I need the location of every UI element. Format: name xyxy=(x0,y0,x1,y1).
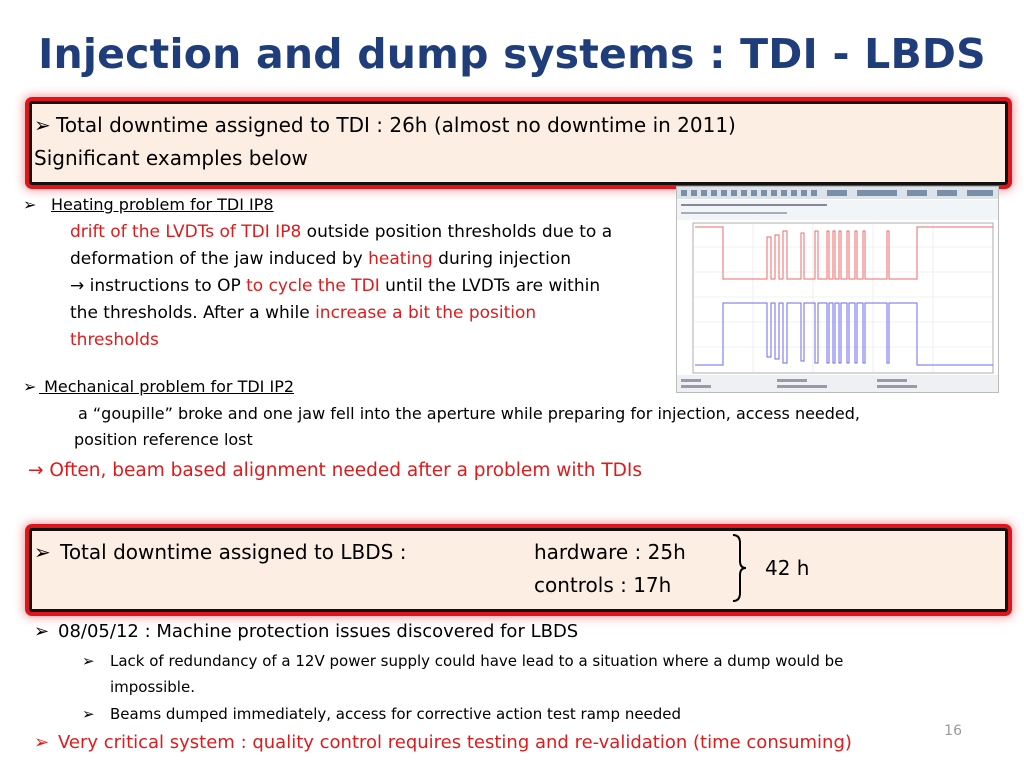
beam-alignment-note: → Often, beam based alignment needed aft… xyxy=(28,460,642,481)
tdi-downtime-line: ➢ Total downtime assigned to TDI : 26h (a… xyxy=(34,110,736,140)
lbds-subitem-1-cont: impossible. xyxy=(110,678,195,696)
slide-number: 16 xyxy=(944,723,962,739)
lbds-subitem-2: ➢ Beams dumped immediately, access for co… xyxy=(82,701,681,727)
lbds-hardware-value: hardware : 25h xyxy=(534,540,686,564)
critical-system-note: ➢ Very critical system : quality control … xyxy=(34,728,852,758)
heating-heading: ➢ Heating problem for TDI IP8 xyxy=(23,191,274,218)
heating-text: drift of the LVDTs of TDI IP8 outside po… xyxy=(70,222,613,350)
tdi-examples-line: Significant examples below xyxy=(34,146,308,170)
arrow-bullet-icon: ➢ xyxy=(23,377,37,396)
arrow-bullet-icon: ➢ xyxy=(34,113,51,137)
arrow-bullet-icon: ➢ xyxy=(82,652,95,670)
lbds-summary-box xyxy=(29,528,1008,612)
lbds-downtime-label: ➢ Total downtime assigned to LBDS : xyxy=(34,537,406,567)
lbds-subitem-1: ➢ Lack of redundancy of a 12V power suppl… xyxy=(82,648,843,674)
lbds-item-main: ➢ 08/05/12 : Machine protection issues di… xyxy=(34,618,578,645)
curly-brace-icon xyxy=(732,534,747,602)
mechanical-line1: a “goupille” broke and one jaw fell into… xyxy=(78,404,861,423)
lbds-total-value: 42 h xyxy=(765,556,810,580)
arrow-bullet-icon: ➢ xyxy=(82,705,95,723)
mechanical-heading: ➢ Mechanical problem for TDI IP2 xyxy=(23,373,294,400)
arrow-bullet-icon: ➢ xyxy=(34,540,51,564)
lvdt-plot-image xyxy=(676,186,999,393)
slide-title: Injection and dump systems : TDI - LBDS xyxy=(38,30,986,78)
mechanical-line2: position reference lost xyxy=(74,430,253,449)
arrow-bullet-icon: ➢ xyxy=(34,621,50,642)
arrow-bullet-icon: ➢ xyxy=(34,732,50,753)
tdi-summary-box xyxy=(29,101,1008,185)
lbds-controls-value: controls : 17h xyxy=(534,573,672,597)
arrow-bullet-icon: ➢ xyxy=(23,195,37,214)
timber-chart-screenshot xyxy=(677,187,998,392)
